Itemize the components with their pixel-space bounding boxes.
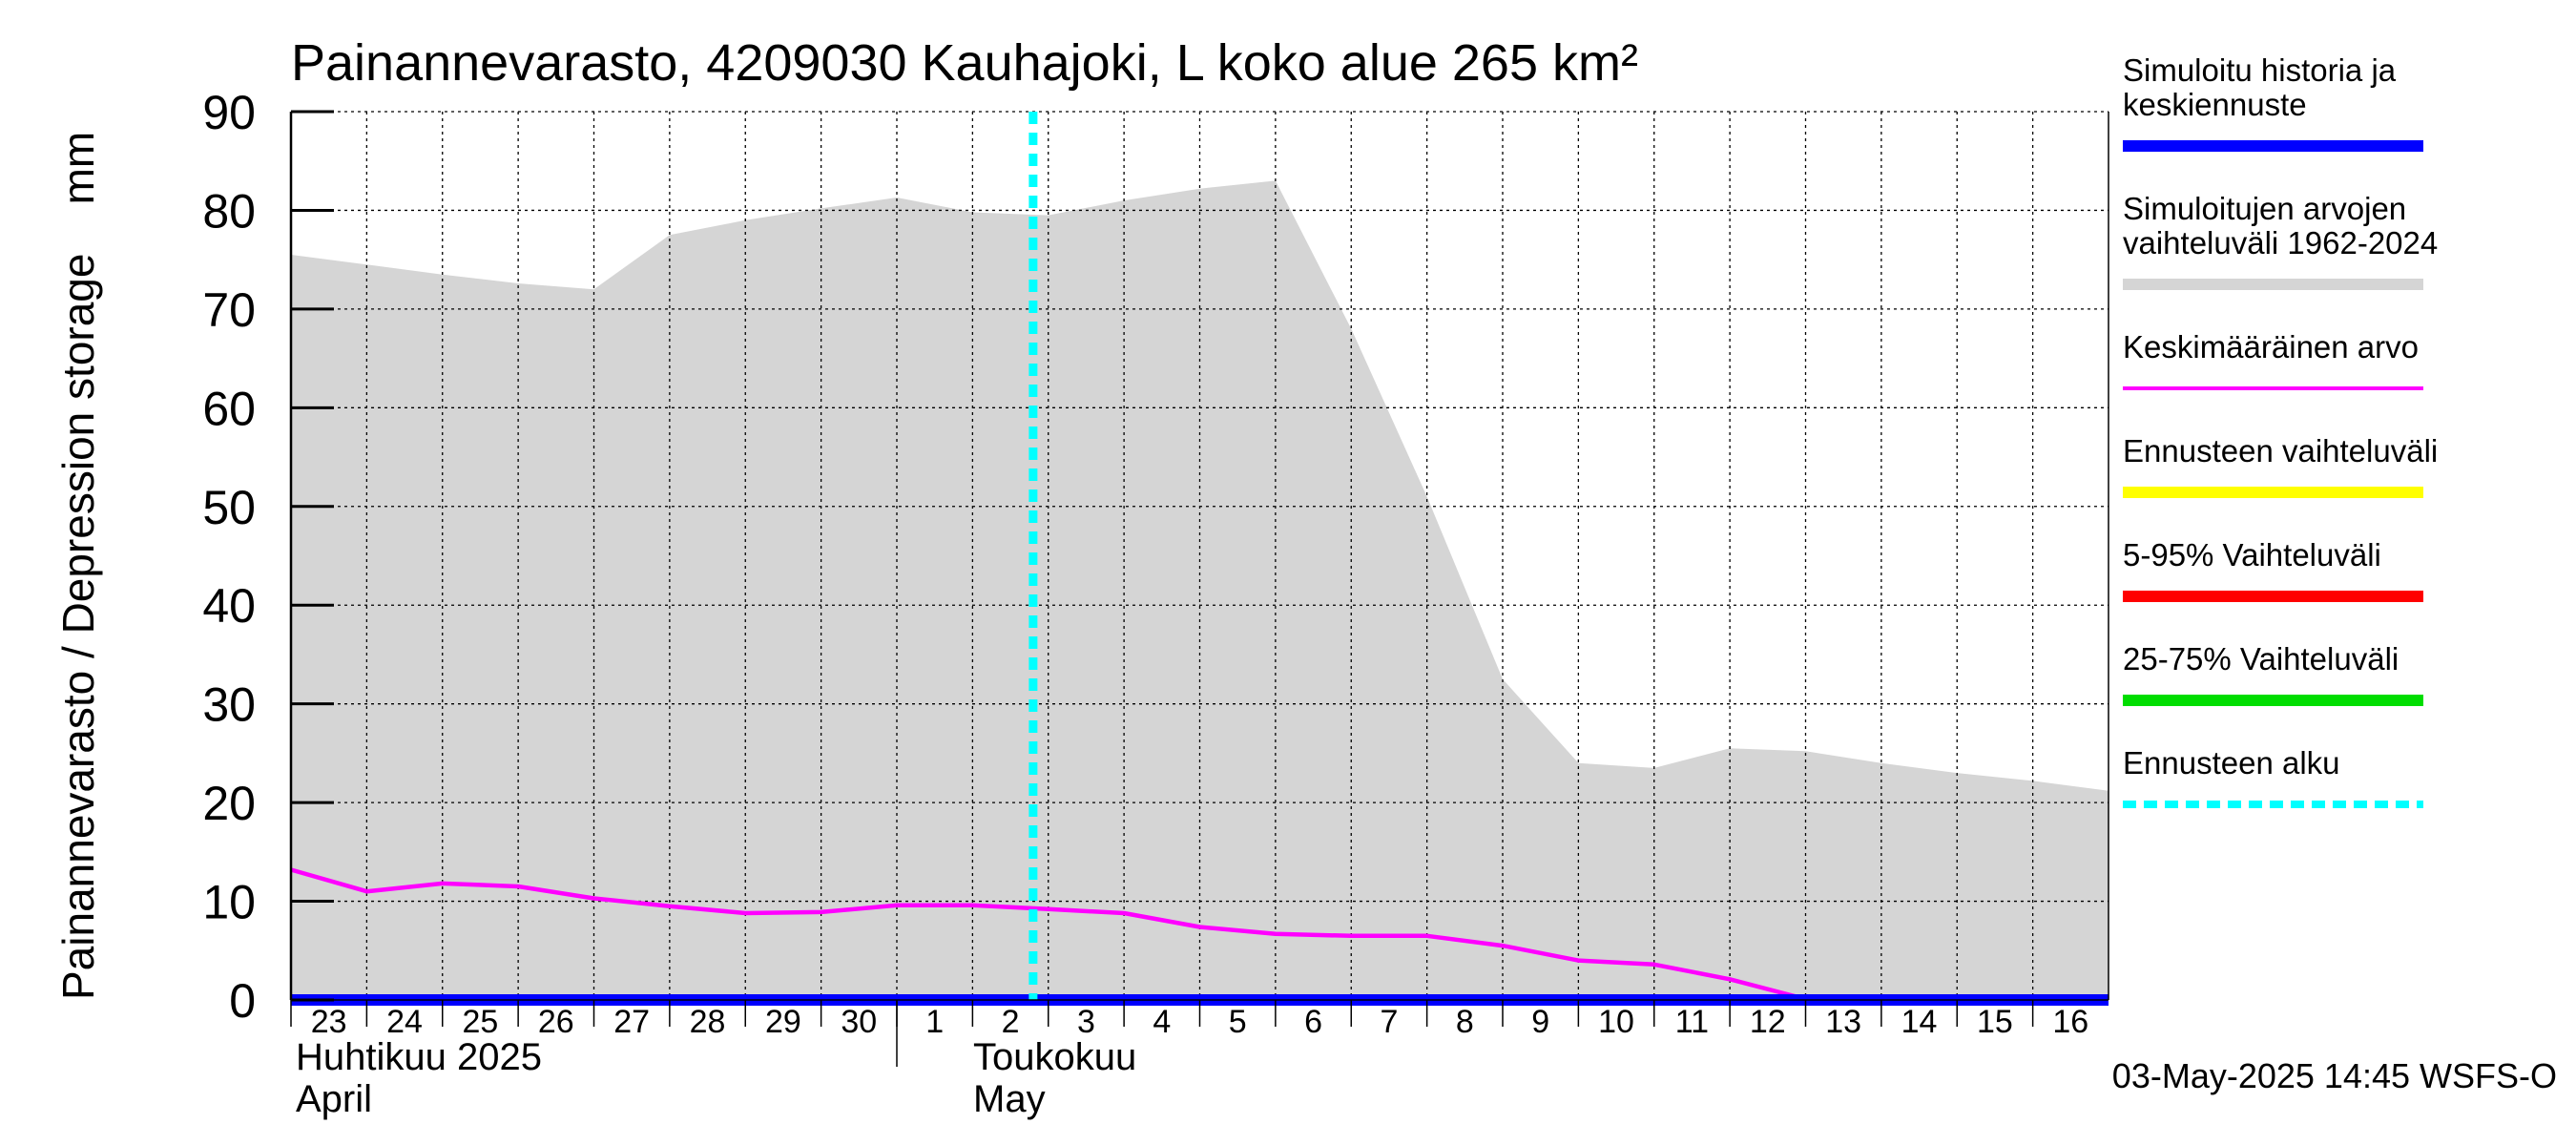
y-tick-label: 60 [202,382,256,435]
legend-label: keskiennuste [2123,87,2307,122]
month-label-en: May [973,1078,1046,1120]
x-tick-label: 27 [613,1004,650,1040]
y-tick-label: 90 [202,86,256,139]
legend-label: vaihteluväli 1962-2024 [2123,225,2438,260]
legend-label: 25-75% Vaihteluväli [2123,641,2399,677]
y-tick-label: 40 [202,579,256,633]
x-tick-label: 9 [1531,1004,1549,1040]
x-tick-label: 26 [538,1004,574,1040]
x-tick-label: 5 [1229,1004,1247,1040]
y-tick-label: 50 [202,481,256,534]
x-tick-label: 10 [1598,1004,1634,1040]
legend-label: 5-95% Vaihteluväli [2123,537,2381,572]
chart-title: Painannevarasto, 4209030 Kauhajoki, L ko… [291,34,1638,92]
y-tick-label: 10 [202,876,256,929]
x-tick-label: 1 [925,1004,944,1040]
x-tick-label: 7 [1380,1004,1398,1040]
x-tick-label: 16 [2052,1004,2088,1040]
grid-layer [291,111,2109,1000]
x-tick-label: 28 [690,1004,726,1040]
y-tick-label: 70 [202,283,256,337]
legend-label: Ennusteen vaihteluväli [2123,433,2438,468]
x-tick-label: 23 [311,1004,347,1040]
y-tick-label: 30 [202,678,256,732]
month-label-fi: Toukokuu [973,1036,1136,1078]
x-tick-label: 4 [1153,1004,1171,1040]
y-axis-label: Painannevarasto / Depression storage mm [53,132,103,1000]
y-tick-label: 20 [202,777,256,830]
legend-label: Simuloitu historia ja [2123,52,2397,88]
x-tick-label: 11 [1675,1004,1709,1040]
x-tick-label: 24 [386,1004,423,1040]
x-tick-label: 6 [1304,1004,1322,1040]
x-tick-label: 3 [1077,1004,1095,1040]
legend-label: Ennusteen alku [2123,745,2340,781]
month-label-fi: Huhtikuu 2025 [296,1036,542,1078]
x-tick-label: 2 [1002,1004,1020,1040]
x-tick-label: 15 [1977,1004,2013,1040]
timestamp-footer: 03-May-2025 14:45 WSFS-O [2112,1056,2557,1095]
legend-label: Simuloitujen arvojen [2123,191,2406,226]
x-tick-label: 29 [765,1004,801,1040]
x-tick-label: 25 [463,1004,499,1040]
x-tick-label: 14 [1901,1004,1938,1040]
x-tick-label: 30 [841,1004,877,1040]
x-tick-label: 8 [1456,1004,1474,1040]
y-tick-label: 80 [202,184,256,238]
x-tick-label: 13 [1825,1004,1861,1040]
legend-label: Keskimääräinen arvo [2123,329,2419,364]
y-tick-label: 0 [229,974,256,1028]
x-tick-label: 12 [1750,1004,1786,1040]
month-label-en: April [296,1078,372,1120]
